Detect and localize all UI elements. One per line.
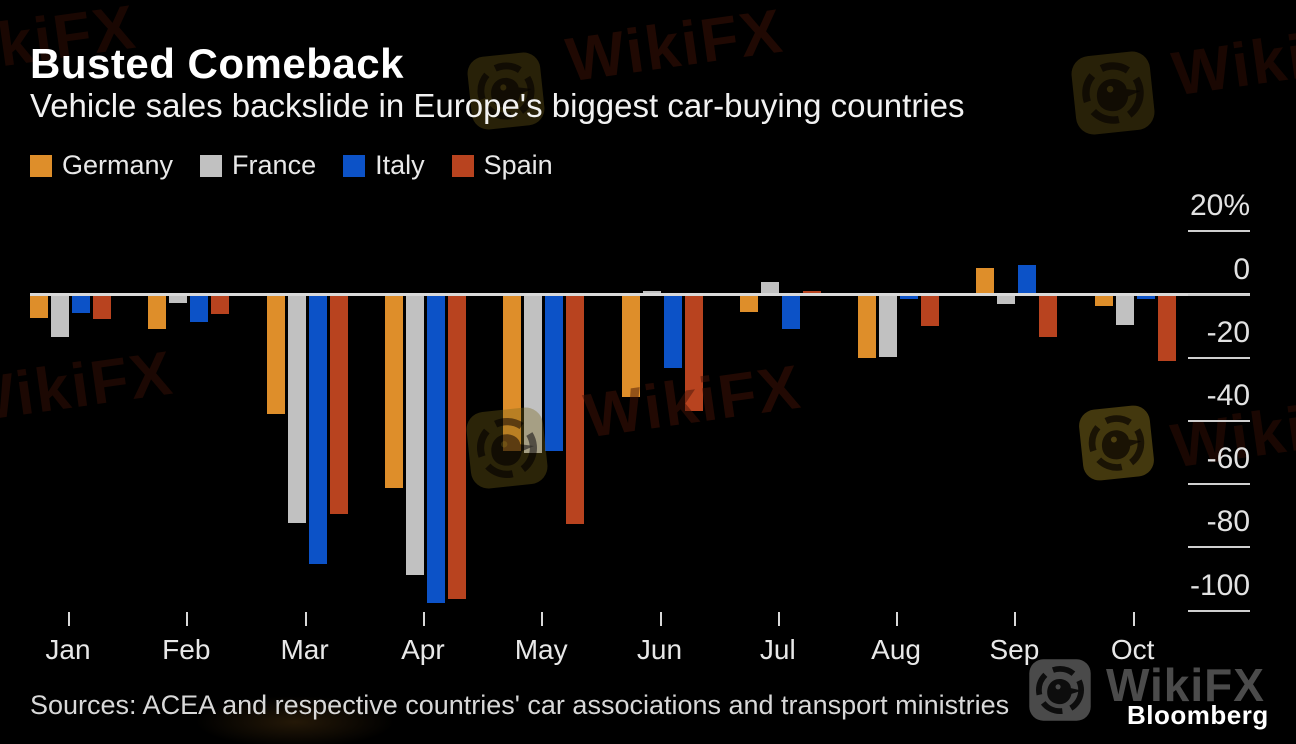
bar-france-aug (879, 294, 898, 358)
bar-germany-may (503, 294, 522, 451)
y-axis-tick--40 (1188, 419, 1250, 422)
y-axis-tick--60 (1188, 483, 1250, 486)
legend-label: Italy (375, 150, 425, 180)
bar-spain-aug (921, 294, 940, 327)
x-axis-label-oct: Oct (1110, 634, 1155, 665)
x-axis-label-aug: Aug (871, 634, 921, 665)
x-axis-label-may: May (514, 634, 568, 665)
y-axis-label--40: -40 (1206, 378, 1250, 412)
wikifx-watermark-faint-text: WikiFX (0, 338, 178, 438)
legend-item-germany: Germany (30, 150, 173, 181)
bar-germany-sep (976, 268, 995, 295)
y-axis-label-20: 20% (1189, 189, 1250, 223)
bar-italy-oct (1136, 294, 1155, 299)
bar-germany-jan (30, 294, 48, 318)
bar-italy-sep (1018, 264, 1037, 295)
bar-spain-apr (447, 294, 466, 600)
wikifx-watermark-faint-text: WikiFX (1168, 10, 1296, 110)
bar-spain-mar (329, 294, 348, 514)
bar-spain-feb (211, 294, 230, 314)
x-axis-label-mar: Mar (280, 634, 329, 665)
legend: Germany France Italy Spain (30, 150, 553, 181)
wikifx-logo-icon (1028, 657, 1092, 723)
y-axis-tick--80 (1188, 546, 1250, 549)
y-axis-tick-20 (1188, 230, 1250, 233)
bar-italy-jul (781, 294, 800, 330)
x-axis-tick-apr (422, 612, 425, 626)
bar-france-oct (1115, 294, 1134, 325)
bar-spain-sep (1039, 294, 1058, 338)
x-axis-label-jun: Jun (636, 634, 683, 665)
x-axis-label-apr: Apr (401, 634, 445, 665)
bar-germany-oct (1094, 294, 1113, 306)
bar-spain-jun (684, 294, 703, 411)
zero-baseline (30, 293, 1250, 296)
bar-germany-feb (148, 294, 167, 329)
legend-item-spain: Spain (451, 150, 553, 181)
x-axis-tick-aug (896, 612, 899, 626)
x-axis-tick-may (541, 612, 544, 626)
x-axis-label-feb: Feb (162, 634, 211, 665)
bar-france-apr (405, 294, 424, 576)
legend-label: France (232, 150, 317, 180)
bar-italy-apr (426, 294, 445, 603)
x-axis-label-jan: Jan (45, 634, 91, 665)
legend-swatch-germany (30, 154, 52, 177)
x-axis-tick-feb (186, 612, 189, 626)
y-axis-label--60: -60 (1206, 442, 1250, 476)
bar-france-jan (51, 294, 69, 337)
y-axis-label-0: 0 (1233, 252, 1250, 286)
legend-item-france: France (200, 150, 316, 181)
bloomberg-logo: Bloomberg (1127, 700, 1269, 730)
bar-france-may (524, 294, 543, 454)
bar-germany-apr (384, 294, 403, 488)
y-axis-tick--100 (1188, 609, 1250, 612)
bar-italy-jun (663, 294, 682, 368)
x-axis-tick-jun (659, 612, 662, 626)
legend-swatch-spain (451, 154, 474, 177)
bar-germany-mar (266, 294, 285, 414)
x-axis-tick-oct (1132, 612, 1135, 626)
y-axis-tick-0 (1188, 293, 1250, 296)
x-axis-tick-mar (304, 612, 307, 626)
bar-italy-feb (190, 294, 209, 323)
x-axis-tick-jan (68, 612, 70, 626)
bar-france-feb (169, 294, 188, 303)
x-axis-label-sep: Sep (989, 634, 1040, 665)
wikifx-eagle-watermark-icon (1068, 48, 1158, 138)
y-axis-label--100: -100 (1189, 568, 1250, 602)
x-axis-tick-sep (1014, 612, 1017, 626)
chart-title: Busted Comeback (30, 40, 404, 87)
wikifx-watermark-faint-text: WikiFX (562, 0, 788, 96)
bar-italy-may (545, 294, 564, 452)
y-axis-label--80: -80 (1206, 505, 1250, 539)
x-axis-tick-jul (777, 612, 780, 626)
bar-germany-jun (621, 294, 640, 397)
legend-item-italy: Italy (343, 150, 425, 181)
legend-label: Spain (483, 150, 553, 180)
bar-france-sep (997, 294, 1016, 304)
sources-text: Sources: ACEA and respective countries' … (30, 690, 1010, 720)
bar-spain-oct (1157, 294, 1176, 361)
x-axis-label-jul: Jul (759, 634, 796, 665)
bar-italy-mar (308, 294, 327, 565)
chart-subtitle: Vehicle sales backslide in Europe's bigg… (30, 87, 965, 124)
y-axis-label--20: -20 (1206, 315, 1250, 349)
legend-swatch-france (200, 154, 223, 177)
legend-swatch-italy (343, 154, 366, 177)
bar-spain-jan (93, 294, 111, 319)
bar-france-jul (760, 282, 779, 295)
bar-spain-jul (802, 290, 821, 295)
bar-italy-jan (72, 294, 90, 314)
bar-italy-aug (900, 294, 919, 299)
bar-germany-jul (739, 294, 758, 312)
y-axis-tick--20 (1188, 356, 1250, 359)
bar-spain-may (566, 294, 585, 525)
bar-france-jun (642, 290, 661, 295)
bar-france-mar (287, 294, 306, 523)
legend-label: Germany (62, 150, 174, 180)
bar-germany-aug (858, 294, 877, 358)
